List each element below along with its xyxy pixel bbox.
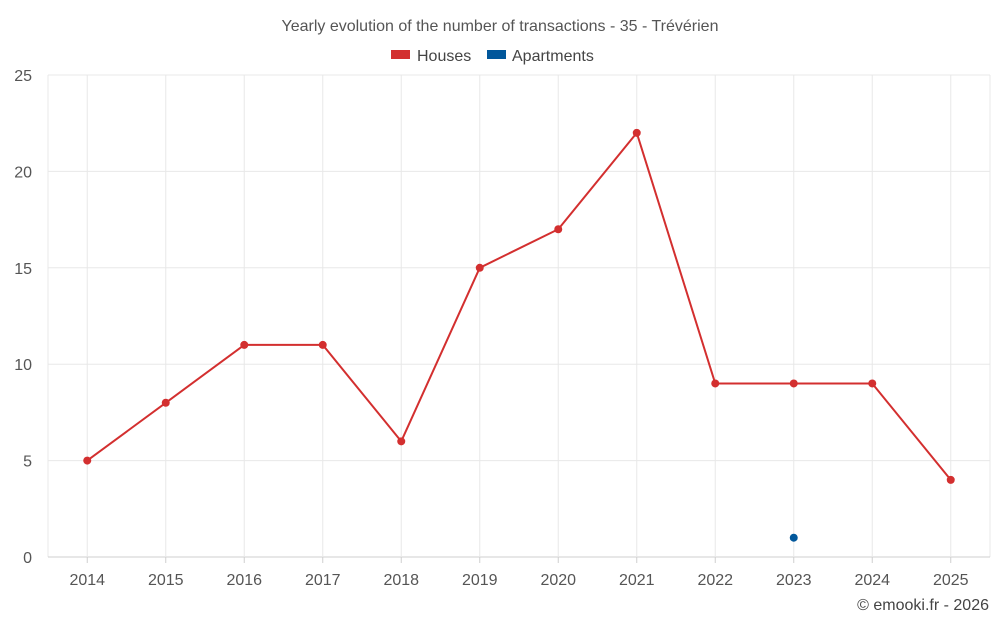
x-tick-label: 2015 <box>148 572 184 589</box>
y-tick-label: 25 <box>14 68 32 85</box>
data-point-houses-2018[interactable] <box>397 437 406 446</box>
data-point-houses-2020[interactable] <box>554 225 563 234</box>
data-point-houses-2022[interactable] <box>711 379 720 388</box>
data-point-houses-2016[interactable] <box>240 340 249 349</box>
y-gridlines <box>48 74 990 558</box>
y-tick-label: 15 <box>14 261 32 278</box>
x-tick-label: 2023 <box>776 572 812 589</box>
x-axis: 2014 2015 2016 2017 2018 2019 2020 2021 2022 2023… <box>69 572 968 589</box>
y-axis: 0 5 10 15 20 25 <box>14 68 32 567</box>
x-tick-label: 2016 <box>226 572 262 589</box>
legend-swatch-apartments <box>487 50 506 59</box>
y-tick-label: 5 <box>23 454 32 471</box>
data-point-houses-2014[interactable] <box>83 456 92 465</box>
series-layer <box>83 128 955 542</box>
legend-swatch-houses <box>391 50 410 59</box>
data-point-houses-2019[interactable] <box>475 263 484 272</box>
y-tick-label: 20 <box>14 164 32 181</box>
data-point-apartments-2023[interactable] <box>789 533 798 542</box>
x-tick-label: 2017 <box>305 572 341 589</box>
data-point-houses-2021[interactable] <box>632 128 641 137</box>
legend-label-apartments[interactable]: Apartments <box>512 48 594 65</box>
x-tick-label: 2024 <box>854 572 890 589</box>
x-tick-label: 2019 <box>462 572 498 589</box>
x-gridlines <box>47 75 991 563</box>
x-tick-label: 2014 <box>69 572 105 589</box>
x-tick-label: 2018 <box>383 572 419 589</box>
data-point-houses-2024[interactable] <box>868 379 877 388</box>
legend[interactable]: Houses Apartments <box>391 48 594 65</box>
x-tick-label: 2020 <box>540 572 576 589</box>
chart-title: Yearly evolution of the number of transa… <box>282 18 719 35</box>
footer-credit: © emooki.fr - 2026 <box>857 597 989 614</box>
data-point-houses-2015[interactable] <box>161 398 170 407</box>
data-point-houses-2025[interactable] <box>946 475 955 484</box>
x-tick-label: 2022 <box>697 572 733 589</box>
data-point-houses-2017[interactable] <box>318 340 327 349</box>
y-tick-label: 10 <box>14 357 32 374</box>
x-tick-label: 2025 <box>933 572 969 589</box>
legend-label-houses[interactable]: Houses <box>417 48 471 65</box>
y-tick-label: 0 <box>23 550 32 567</box>
x-tick-label: 2021 <box>619 572 655 589</box>
data-point-houses-2023[interactable] <box>789 379 798 388</box>
series-line-houses <box>86 131 952 481</box>
